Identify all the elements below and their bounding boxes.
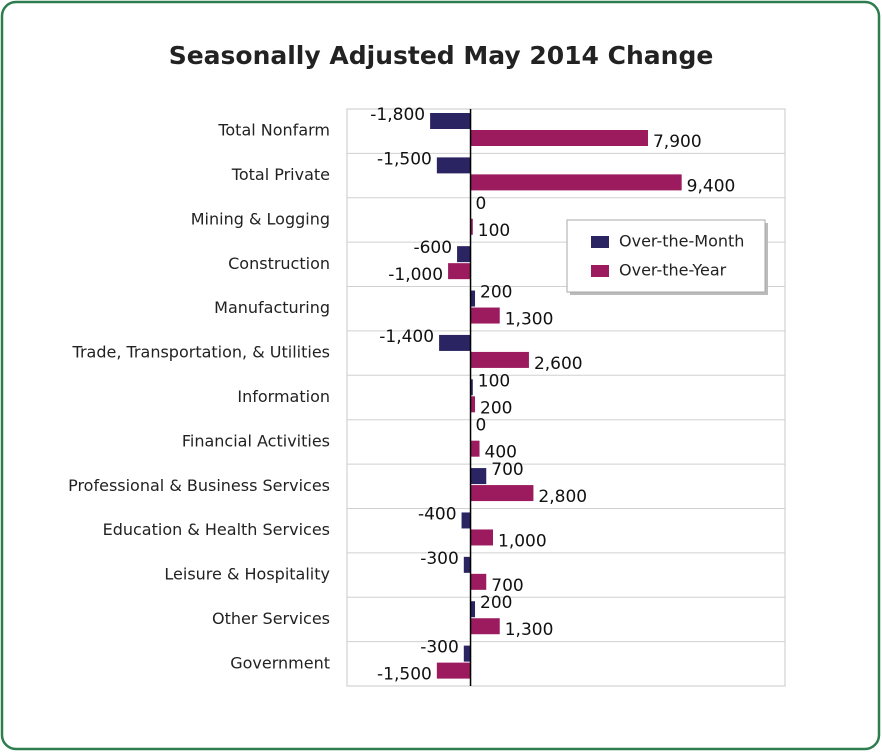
value-label: 2,800 xyxy=(538,487,587,507)
category-label: Total Nonfarm xyxy=(217,121,330,140)
bar xyxy=(457,246,471,263)
value-label: 0 xyxy=(476,416,487,436)
bar xyxy=(436,157,471,174)
category-label: Manufacturing xyxy=(214,298,330,317)
category-label: Other Services xyxy=(212,609,330,628)
value-label: -300 xyxy=(420,549,459,569)
value-label: 200 xyxy=(480,283,512,303)
category-label: Trade, Transportation, & Utilities xyxy=(72,343,330,362)
legend-swatch xyxy=(591,236,609,248)
category-label: Professional & Business Services xyxy=(68,476,330,495)
bar xyxy=(470,529,493,546)
legend-label: Over-the-Year xyxy=(619,261,727,280)
bar xyxy=(470,379,473,396)
bar xyxy=(470,174,682,191)
bar xyxy=(448,263,471,280)
category-label: Information xyxy=(237,387,330,406)
value-label: 100 xyxy=(478,221,510,241)
value-label: -400 xyxy=(418,504,457,524)
legend xyxy=(566,219,766,293)
bar xyxy=(470,618,500,635)
value-label: 100 xyxy=(478,371,510,391)
category-label: Construction xyxy=(228,254,330,273)
bar xyxy=(470,485,534,502)
bar xyxy=(470,218,473,235)
bar xyxy=(470,468,487,485)
value-label: 1,300 xyxy=(505,310,554,330)
value-label: 200 xyxy=(480,398,512,418)
category-label: Financial Activities xyxy=(182,431,330,450)
chart-title: Seasonally Adjusted May 2014 Change xyxy=(169,41,714,70)
value-label: 7,900 xyxy=(653,132,702,152)
legend-swatch xyxy=(591,265,609,277)
bar xyxy=(436,662,471,679)
value-label: 2,600 xyxy=(534,354,583,374)
value-label: 9,400 xyxy=(687,176,736,196)
bar xyxy=(470,396,476,413)
bar xyxy=(430,113,471,129)
bar xyxy=(470,440,480,457)
value-label: -600 xyxy=(413,238,452,258)
bar xyxy=(470,290,476,307)
bar xyxy=(470,130,648,146)
bar xyxy=(470,573,487,590)
value-label: -1,400 xyxy=(379,327,434,347)
category-label: Leisure & Hospitality xyxy=(164,565,330,584)
value-label: -300 xyxy=(420,638,459,658)
legend-label: Over-the-Month xyxy=(619,232,744,251)
value-label: 1,300 xyxy=(505,620,554,640)
value-label: 0 xyxy=(476,194,487,214)
value-label: -1,500 xyxy=(377,149,432,169)
value-label: 1,000 xyxy=(498,531,547,551)
category-label: Total Private xyxy=(231,165,330,184)
value-label: 400 xyxy=(485,443,517,463)
bar xyxy=(470,307,500,324)
value-label: -1,500 xyxy=(377,665,432,685)
bar xyxy=(470,601,476,618)
value-label: 200 xyxy=(480,593,512,613)
category-label: Mining & Logging xyxy=(191,209,330,228)
value-label: 700 xyxy=(491,576,523,596)
bar xyxy=(461,512,471,529)
bar xyxy=(470,351,529,368)
value-label: 700 xyxy=(491,460,523,480)
bar xyxy=(463,556,471,573)
category-label: Government xyxy=(230,653,330,672)
bar xyxy=(439,334,471,351)
bar xyxy=(463,645,471,662)
plot-area xyxy=(346,108,786,687)
value-label: -1,000 xyxy=(388,265,443,285)
category-label: Education & Health Services xyxy=(103,520,330,539)
value-label: -1,800 xyxy=(370,105,425,125)
